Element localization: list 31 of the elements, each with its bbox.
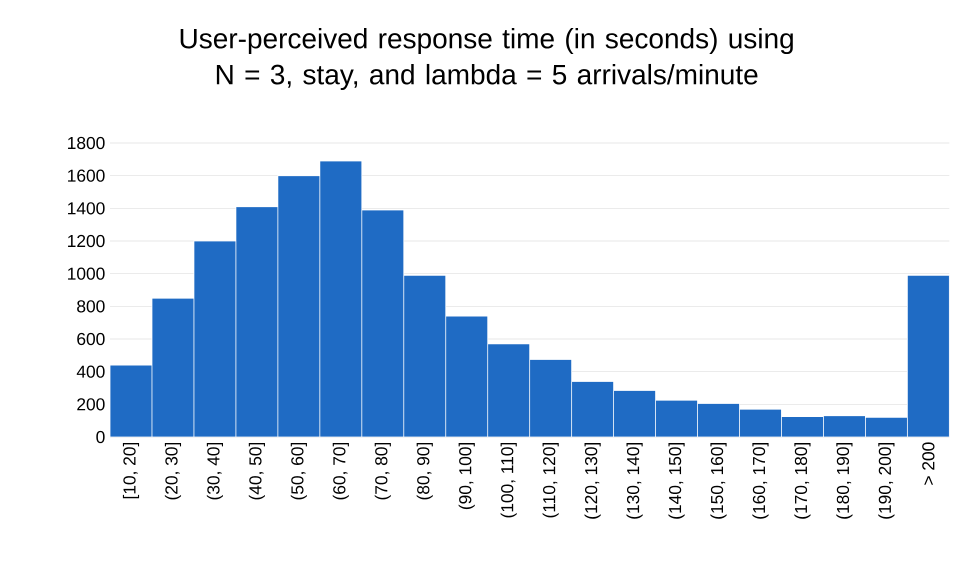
x-tick-label: (80, 90] bbox=[416, 442, 433, 500]
x-tick-label: (190, 200] bbox=[878, 442, 894, 519]
y-tick-label: 400 bbox=[76, 366, 105, 378]
x-tick-label: > 200 bbox=[922, 442, 934, 485]
x-tick-label: (30, 40] bbox=[206, 442, 223, 500]
x-tick-label: [10, 20] bbox=[122, 442, 140, 498]
x-tick-label: (70, 80] bbox=[374, 442, 391, 500]
x-tick-label: (140, 150] bbox=[668, 442, 685, 519]
x-tick-label: (90, 100] bbox=[458, 442, 475, 510]
x-tick-label: (150, 160] bbox=[710, 442, 727, 519]
x-tick-label: (50, 60] bbox=[290, 442, 307, 500]
chart-title: User-perceived response time (in seconds) using N = 3, stay, and lambda = 5 arrivals/minute bbox=[180, 28, 793, 90]
y-tick-label: 1000 bbox=[68, 268, 105, 280]
y-tick-label: 1600 bbox=[68, 170, 105, 182]
x-tick-label: (110, 120] bbox=[542, 442, 559, 518]
x-tick-label: (120, 130] bbox=[584, 442, 601, 519]
x-tick-label: (170, 180] bbox=[794, 442, 811, 519]
x-tick-label: (60, 70] bbox=[332, 442, 349, 500]
x-tick-label: (100, 110] bbox=[500, 442, 517, 518]
y-tick-label: 800 bbox=[77, 300, 105, 312]
x-tick-label: (160, 170] bbox=[752, 442, 769, 519]
x-tick-label: (40, 50] bbox=[248, 442, 265, 500]
y-tick-label: 1200 bbox=[68, 234, 105, 248]
y-tick-label: 0 bbox=[96, 430, 105, 444]
x-tick-label: (20, 30] bbox=[164, 442, 182, 500]
y-tick-label: 1800 bbox=[68, 136, 105, 150]
y-tick-label: 600 bbox=[77, 332, 105, 346]
x-tick-label: (130, 140] bbox=[626, 442, 643, 519]
y-tick-label: 200 bbox=[77, 398, 105, 410]
y-tick-label: 1400 bbox=[68, 202, 105, 214]
x-tick-label: (180, 190] bbox=[836, 442, 852, 519]
